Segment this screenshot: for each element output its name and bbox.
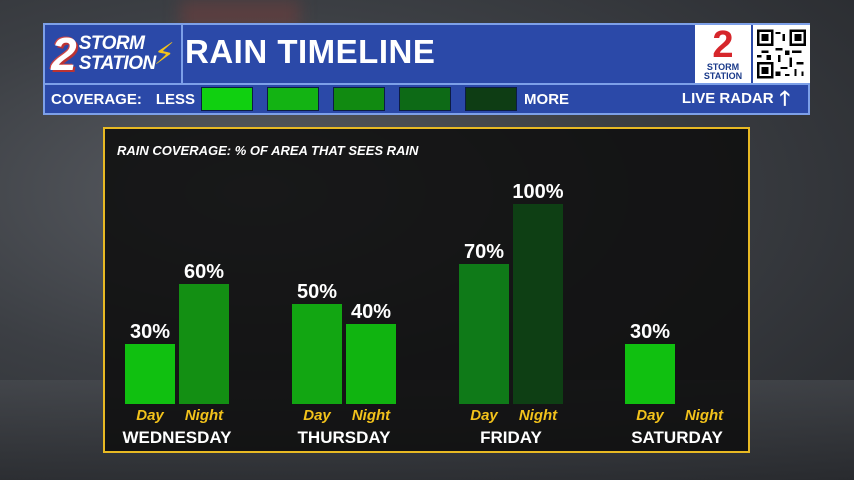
logo-text: STORM STATION — [78, 33, 157, 74]
data-label: 70% — [464, 241, 504, 263]
period-label: Night — [352, 407, 391, 424]
storm-station-logo: 2 STORM STATION ⚡ — [45, 25, 183, 83]
channel-line2: STATION — [703, 71, 743, 81]
coverage-swatch-1 — [201, 87, 254, 111]
header-bar: 2 STORM STATION ⚡ RAIN TIMELINE 2 STORM … — [43, 23, 810, 83]
logo-line1: STORM — [78, 33, 145, 54]
qr-code-icon[interactable] — [753, 25, 810, 83]
coverage-legend: COVERAGE: LESS MORE LIVE RADAR 🡑 — [43, 83, 810, 115]
bar-thursday-night — [346, 324, 396, 404]
day-label: WEDNESDAY — [123, 428, 233, 447]
period-label: Day — [136, 407, 164, 424]
coverage-swatch-5 — [465, 87, 518, 111]
data-label: 100% — [512, 181, 563, 203]
bar-saturday-day — [625, 344, 675, 404]
channel-number: 2 — [712, 24, 734, 66]
bar-thursday-day — [292, 304, 342, 404]
period-label: Night — [185, 407, 224, 424]
channel-line1: STORM — [706, 62, 740, 72]
coverage-swatch-4 — [399, 87, 452, 111]
period-label: Night — [685, 407, 724, 424]
logo-line2: STATION — [78, 53, 157, 74]
channel-logo: 2 STORM STATION — [695, 25, 751, 83]
day-label: THURSDAY — [298, 428, 392, 447]
data-label: 50% — [297, 281, 337, 303]
logo-number: 2 — [51, 28, 77, 80]
period-label: Day — [303, 407, 331, 424]
more-label: MORE — [524, 90, 570, 108]
rain-coverage-chart: 30% Day 60% Night WEDNESDAY 50% Day 40% Night THU… — [123, 181, 725, 447]
bar-friday-night — [513, 204, 563, 404]
coverage-swatch-3 — [333, 87, 386, 111]
arrow-up-icon: 🡑 — [779, 87, 790, 110]
coverage-label: COVERAGE: — [51, 90, 142, 108]
page-title: RAIN TIMELINE — [185, 33, 436, 70]
live-radar-label: LIVE RADAR — [681, 90, 774, 107]
day-label: FRIDAY — [480, 428, 542, 447]
live-radar-link[interactable]: LIVE RADAR 🡑 — [681, 87, 790, 110]
bar-wednesday-day — [125, 344, 175, 404]
data-label: 30% — [130, 321, 170, 343]
data-label: 40% — [351, 301, 391, 323]
bar-wednesday-night — [179, 284, 229, 404]
data-label: 30% — [630, 321, 670, 343]
period-label: Day — [636, 407, 664, 424]
data-label: 60% — [184, 261, 224, 283]
coverage-swatch-2 — [267, 87, 320, 111]
less-label: LESS — [155, 90, 196, 108]
lightning-bolt-icon: ⚡ — [153, 37, 175, 71]
period-label: Day — [470, 407, 498, 424]
chart-title: RAIN COVERAGE: % OF AREA THAT SEES RAIN — [117, 143, 419, 158]
bar-friday-day — [459, 264, 509, 404]
day-label: SATURDAY — [631, 428, 723, 447]
period-label: Night — [519, 407, 558, 424]
chart-panel: RAIN COVERAGE: % OF AREA THAT SEES RAIN … — [103, 127, 750, 453]
